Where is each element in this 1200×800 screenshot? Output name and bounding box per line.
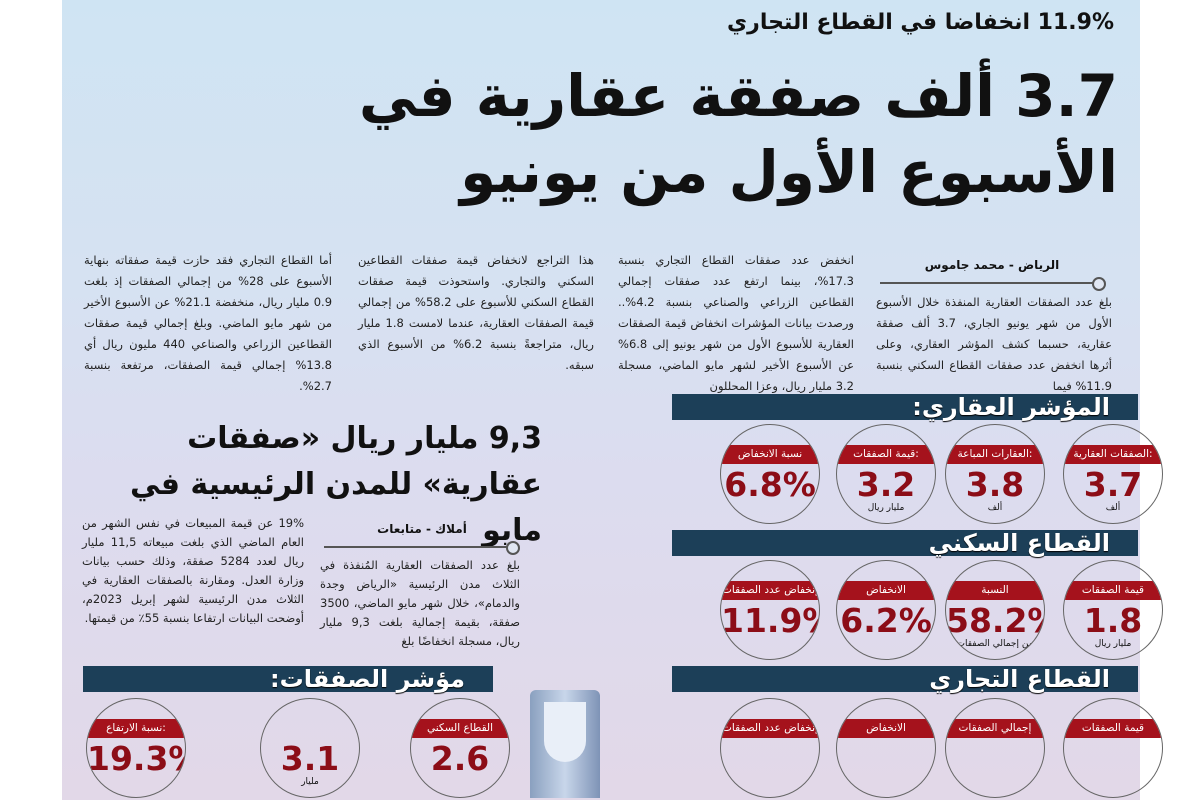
stat-circle: القطاع السكني 2.6 bbox=[410, 698, 510, 798]
stat-unit: مليار ريال bbox=[867, 503, 905, 513]
divider bbox=[880, 277, 1106, 291]
stat-unit: ألف bbox=[987, 503, 1003, 513]
article2-headline: 9,3 مليار ريال «صفقات عقارية» للمدن الرئ… bbox=[129, 421, 542, 548]
stat-circle: إنخفاض عدد الصفقات bbox=[720, 698, 820, 798]
article-column: أما القطاع التجاري فقد حازت قيمة صفقاته … bbox=[84, 253, 333, 393]
stat-label: إجمالي الصفقات bbox=[946, 719, 1044, 738]
section-header: مؤشر الصفقات: bbox=[83, 666, 493, 692]
stat-value: 11.9% bbox=[721, 601, 819, 640]
stat-value: 3.2 bbox=[856, 465, 916, 504]
stat-circle: قيمة الصفقات: 3.2 مليار ريال bbox=[836, 424, 936, 524]
stat-circle: قيمة الصفقات bbox=[1063, 698, 1163, 798]
stat-label: النسبة bbox=[946, 581, 1044, 600]
stat-unit: مليار bbox=[301, 777, 319, 787]
stat-circle: نسبة الانخفاض 6.8% bbox=[720, 424, 820, 524]
article-column: 19% عن قيمة المبيعات في نفس الشهر من الع… bbox=[82, 516, 304, 625]
article-column: بلغ عدد الصفقات العقارية المُنفذة في الث… bbox=[320, 558, 520, 648]
section-header: المؤشر العقاري: bbox=[672, 394, 1138, 420]
stat-label: نسبة الارتفاع: bbox=[87, 719, 185, 738]
stat-label: الصفقات العقارية: bbox=[1064, 445, 1162, 464]
kicker: 11.9% انخفاضا في القطاع التجاري bbox=[727, 10, 1114, 35]
stat-unit: من إجمالي الصفقات bbox=[956, 639, 1034, 649]
stat-label: قيمة الصفقات: bbox=[837, 445, 935, 464]
newspaper-page: 11.9% انخفاضا في القطاع التجاري 3.7 ألف … bbox=[62, 0, 1163, 800]
stat-value: 1.8 bbox=[1083, 601, 1143, 640]
kingdom-tower-image bbox=[530, 690, 600, 798]
stat-circle: الانخفاض bbox=[836, 698, 936, 798]
stat-unit: ألف bbox=[1105, 503, 1121, 513]
stat-label: إنخفاض عدد الصفقات bbox=[721, 581, 819, 600]
stat-value: 2.6 bbox=[430, 739, 490, 778]
stat-label: العقارات المباعة: bbox=[946, 445, 1044, 464]
stat-value: 3.8 bbox=[965, 465, 1025, 504]
article-column: انخفض عدد صفقات القطاع التجاري بنسبة 17.… bbox=[618, 253, 854, 393]
stat-value: 6.2% bbox=[840, 601, 932, 640]
article-column: هذا التراجع لانخفاض قيمة صفقات القطاعين … bbox=[358, 253, 594, 372]
stat-label: إنخفاض عدد الصفقات bbox=[721, 719, 819, 738]
headline: 3.7 ألف صفقة عقارية في الأسبوع الأول من … bbox=[358, 62, 1118, 206]
stat-label: نسبة الانخفاض bbox=[721, 445, 819, 464]
section-header: القطاع التجاري bbox=[672, 666, 1138, 692]
stat-circle: 3.1 مليار bbox=[260, 698, 360, 798]
stat-label: قيمة الصفقات bbox=[1064, 581, 1162, 600]
byline: الرياض - محمد جاموس bbox=[924, 258, 1060, 272]
stat-label: الانخفاض bbox=[837, 719, 935, 738]
divider bbox=[324, 541, 520, 555]
byline: أملاك - متابعات bbox=[377, 522, 467, 536]
stat-label: الانخفاض bbox=[837, 581, 935, 600]
stat-label: قيمة الصفقات bbox=[1064, 719, 1162, 738]
stat-circle: العقارات المباعة: 3.8 ألف bbox=[945, 424, 1045, 524]
stat-label: القطاع السكني bbox=[411, 719, 509, 738]
article-column: بلغ عدد الصفقات العقارية المنفذة خلال ال… bbox=[876, 295, 1112, 393]
stat-circle: إجمالي الصفقات bbox=[945, 698, 1045, 798]
stat-value: 3.1 bbox=[280, 739, 340, 778]
section-header: القطاع السكني bbox=[672, 530, 1138, 556]
stat-value: 19.3% bbox=[87, 739, 185, 778]
stat-circle: نسبة الارتفاع:19.3% bbox=[86, 698, 186, 798]
stat-value: 3.7 bbox=[1083, 465, 1143, 504]
stat-unit: مليار ريال bbox=[1094, 639, 1132, 649]
stat-value: 58.2% bbox=[946, 601, 1044, 640]
stat-value: 6.8% bbox=[724, 465, 816, 504]
stat-circle: الصفقات العقارية: 3.7 ألف bbox=[1063, 424, 1163, 524]
stat-circle: الانخفاض 6.2% bbox=[836, 560, 936, 660]
stat-circle: قيمة الصفقات 1.8 مليار ريال bbox=[1063, 560, 1163, 660]
